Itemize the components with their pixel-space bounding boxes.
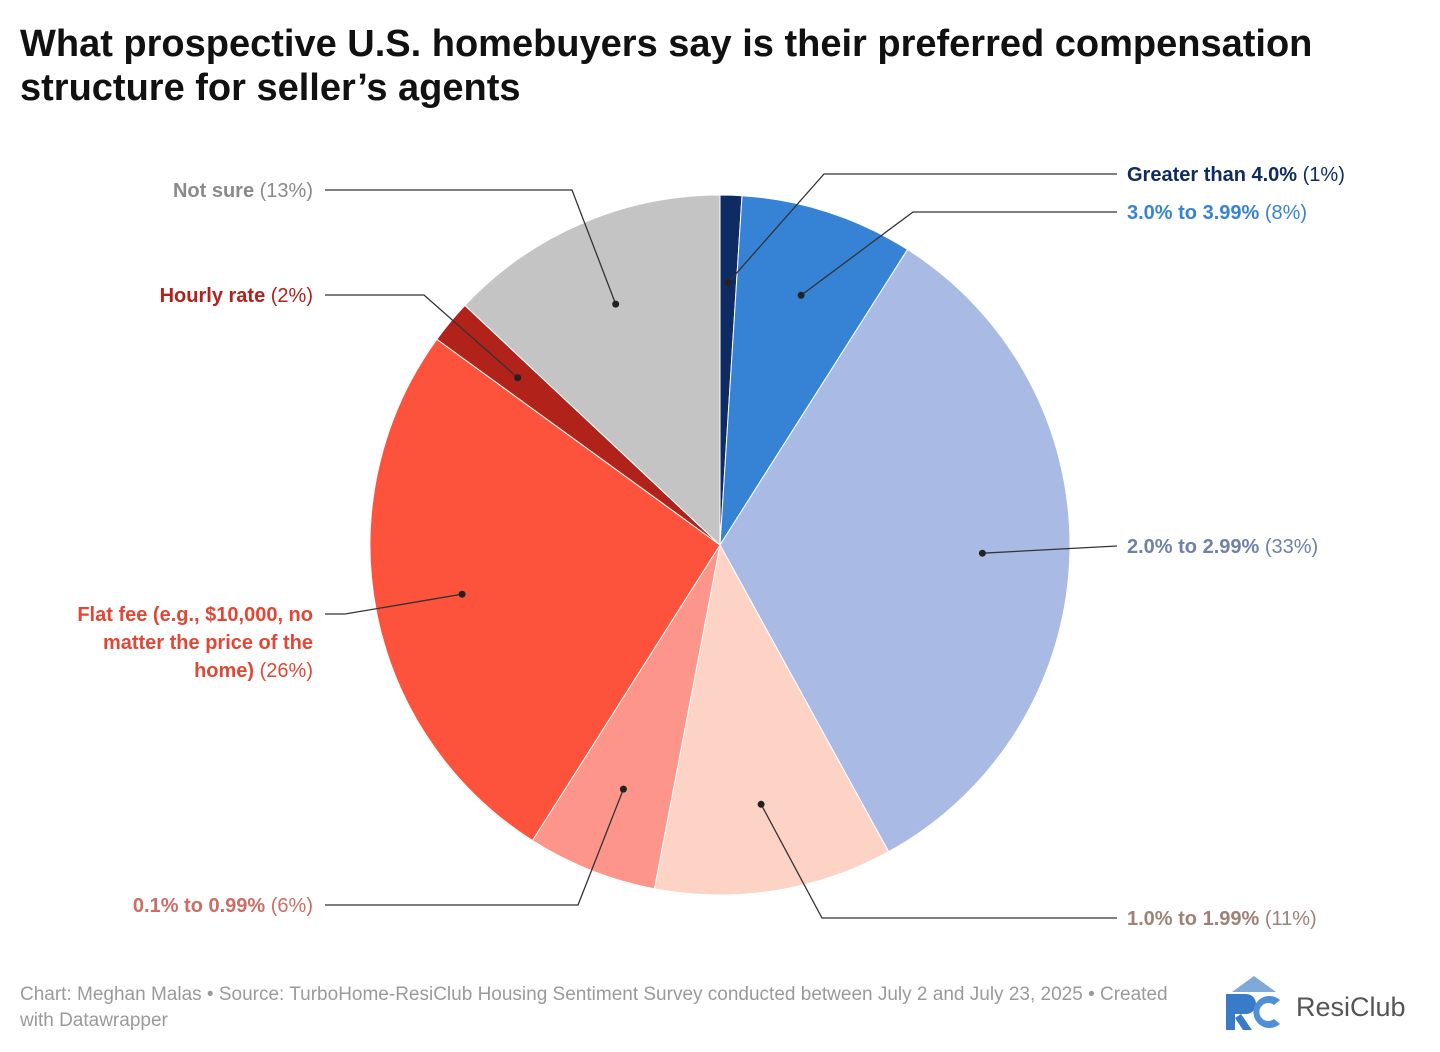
leader-line-8: [325, 189, 617, 305]
slice-label-value: (1%): [1297, 164, 1345, 186]
leader-line-1: [727, 173, 1117, 284]
slice-label-8: Not sure (13%): [173, 180, 313, 202]
resiclub-logo[interactable]: ResiClub: [1224, 972, 1424, 1032]
slice-label-name: 0.1% to 0.99%: [133, 895, 266, 917]
slice-dot-7: [514, 374, 522, 382]
slice-label-name: Hourly rate: [160, 285, 266, 307]
pie-slice-4: [653, 543, 890, 896]
slice-label-5: 0.1% to 0.99% (6%): [133, 895, 313, 917]
chart-title: What prospective U.S. homebuyers say is …: [20, 23, 1313, 109]
slice-label-1: Greater than 4.0% (1%): [1127, 164, 1345, 186]
slice-dot-2: [797, 291, 805, 299]
slice-dot-3: [978, 549, 986, 557]
slice-label-6: Flat fee (e.g., $10,000, no matter the pr…: [77, 604, 313, 682]
leader-lines: [325, 173, 1118, 919]
leader-line-3: [982, 545, 1118, 554]
pie-slices: [369, 194, 1071, 896]
slice-label-value: (11%): [1259, 908, 1316, 930]
slice-label-value: (13%): [254, 180, 313, 202]
leader-line-2: [800, 211, 1117, 296]
pie-slice-6: [369, 338, 721, 842]
slice-label-name: Greater than 4.0%: [1127, 164, 1297, 186]
resiclub-logo-mark: [1226, 976, 1280, 1030]
slice-dot-8: [612, 300, 620, 308]
slice-label-name: Not sure: [173, 180, 254, 202]
pie-slice-8: [464, 194, 721, 547]
logo-text: ResiClub: [1296, 992, 1406, 1022]
slice-dot-5: [619, 785, 627, 793]
slice-label-value: (33%): [1259, 536, 1318, 558]
leader-line-5: [325, 788, 625, 906]
slice-dot-1: [724, 279, 732, 287]
slice-label-value: (6%): [265, 895, 313, 917]
slice-labels: Greater than 4.0% (1%) 3.0% to 3.99% (8%)…: [77, 164, 1345, 930]
slice-label-value: (26%): [254, 660, 313, 682]
leader-line-4: [760, 803, 1117, 919]
pie-slice-2: [719, 195, 909, 546]
slice-label-7: Hourly rate (2%): [160, 285, 313, 307]
chart-credit: Chart: Meghan Malas • Source: TurboHome-…: [20, 984, 1168, 1031]
slice-label-value: (8%): [1259, 202, 1307, 224]
slice-label-3: 2.0% to 2.99% (33%): [1127, 536, 1318, 558]
slice-label-name: home): [194, 660, 254, 682]
slice-dot-4: [757, 800, 765, 808]
slice-label-value: (2%): [265, 285, 313, 307]
slice-label-4: 1.0% to 1.99% (11%): [1127, 908, 1317, 930]
slice-label-name: 1.0% to 1.99%: [1127, 908, 1260, 930]
slice-label-name: 2.0% to 2.99%: [1127, 536, 1260, 558]
slice-label-name: Flat fee (e.g., $10,000, no: [77, 604, 313, 626]
pie-slice-3: [719, 248, 1071, 853]
leader-line-7: [325, 294, 519, 379]
slice-label-name: 3.0% to 3.99%: [1127, 202, 1260, 224]
slice-label-name: matter the price of the: [103, 632, 313, 654]
slice-label-2: 3.0% to 3.99% (8%): [1127, 202, 1307, 224]
slice-dot-6: [458, 590, 466, 598]
leader-line-6: [325, 593, 463, 615]
